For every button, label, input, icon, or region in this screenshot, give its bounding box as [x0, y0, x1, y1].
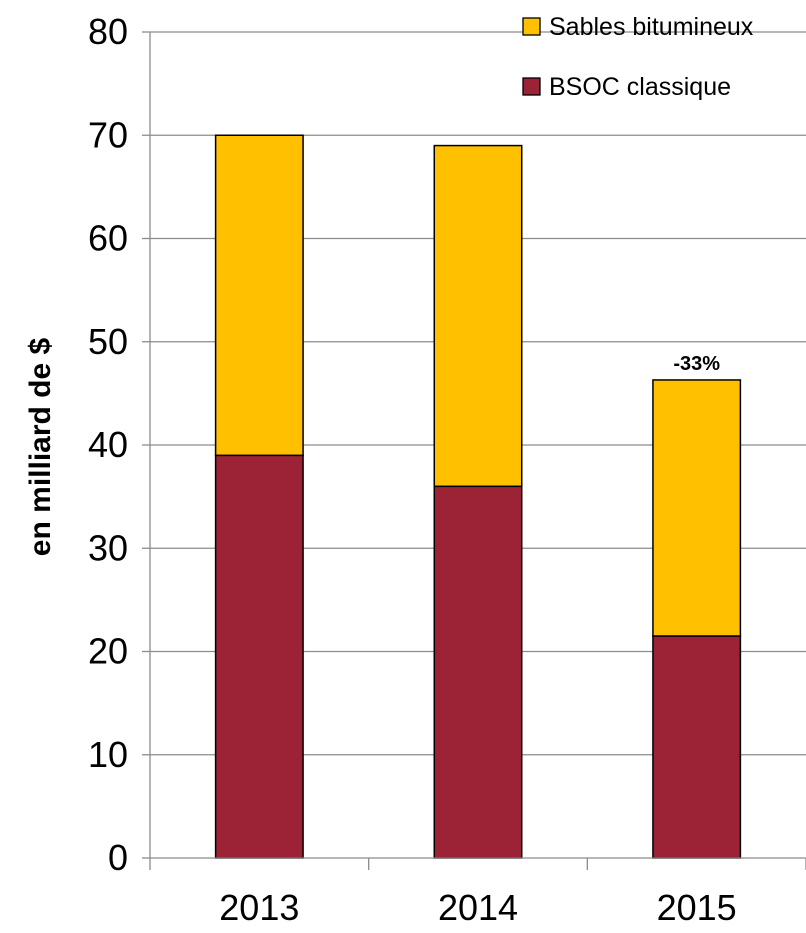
x-tick-label: 2013 [219, 887, 299, 928]
legend: Sables bitumineux BSOC classique [522, 13, 754, 101]
bar-2014-bsoc-classique [433, 485, 523, 859]
bar-2015-sables-bitumineux [652, 379, 742, 637]
x-tick-label: 2015 [657, 887, 737, 928]
bar-2014-sables-bitumineux [433, 144, 523, 488]
y-axis-title: en milliard de $ [24, 337, 57, 556]
y-tick-label: 60 [88, 218, 128, 259]
legend-label: BSOC classique [549, 73, 731, 101]
bar-2015-bsoc-classique [652, 635, 742, 859]
legend-label: Sables bitumineux [549, 13, 754, 41]
legend-swatch [522, 77, 541, 96]
bar-2013-bsoc-classique [214, 454, 304, 859]
y-tick-label: 70 [88, 114, 128, 155]
y-tick-labels: 0 10 20 30 40 50 60 70 80 [88, 11, 128, 878]
x-tick-label: 2014 [438, 887, 518, 928]
x-tick-labels: 2013 2014 2015 [219, 887, 736, 928]
y-tick-label: 0 [108, 837, 128, 878]
y-tick-label: 50 [88, 321, 128, 362]
y-tick-label: 20 [88, 631, 128, 672]
y-tick-label: 10 [88, 734, 128, 775]
y-tick-label: 30 [88, 527, 128, 568]
y-tick-label: 80 [88, 11, 128, 52]
bar-2013-sables-bitumineux [214, 134, 304, 457]
y-tick-label: 40 [88, 424, 128, 465]
axes [142, 31, 806, 870]
annotations: -33% [673, 353, 720, 375]
change-annotation: -33% [673, 353, 720, 375]
legend-swatch [522, 17, 541, 36]
bars [214, 134, 742, 859]
